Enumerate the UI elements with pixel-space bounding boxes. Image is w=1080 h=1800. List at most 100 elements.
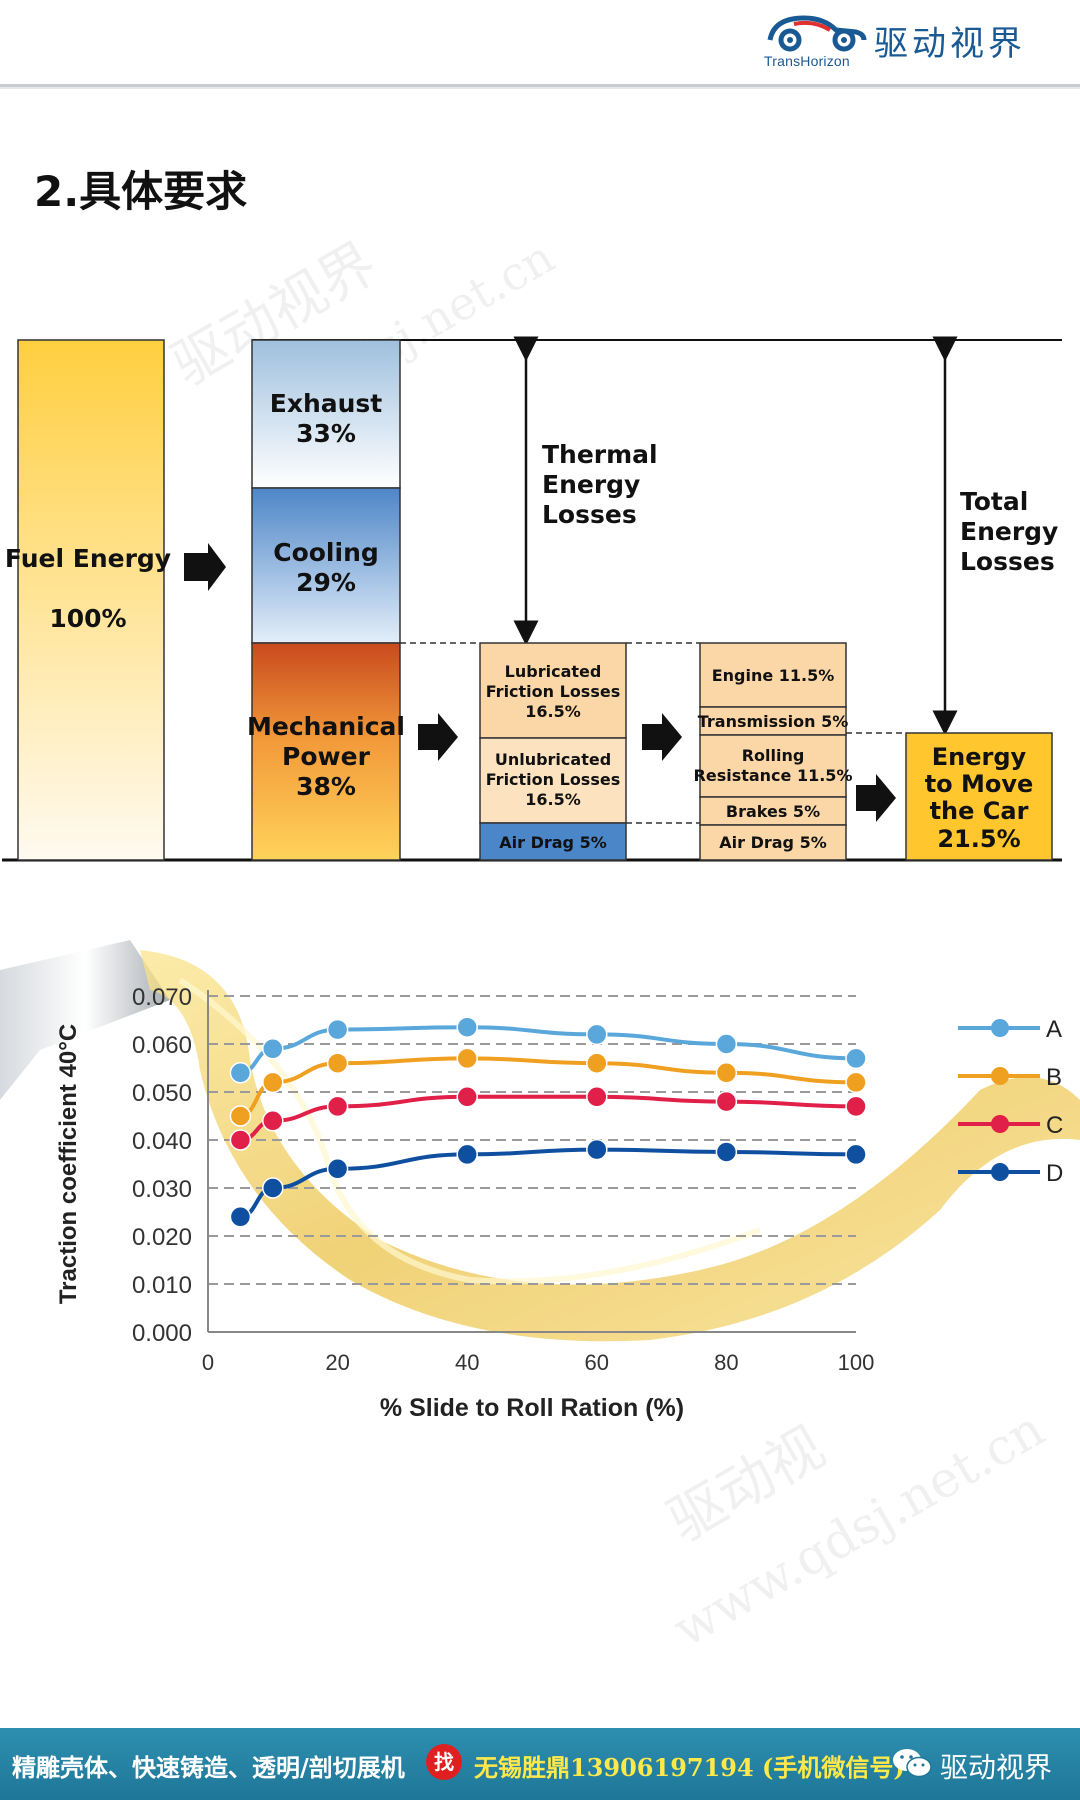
y-tick-label: 0.030 [132, 1176, 192, 1203]
footer-bar: 精雕壳体、快速铸造、透明/剖切展机 找 无锡胜鼎13906197194 (手机微… [0, 1728, 1080, 1800]
car-logo-icon [767, 15, 867, 52]
data-point-D [715, 1141, 738, 1163]
svg-text:16.5%: 16.5% [525, 790, 581, 809]
svg-text:Friction Losses: Friction Losses [486, 770, 620, 789]
logo-text-en: TransHorizon [764, 53, 850, 69]
energy-to-move-box: Energy to Move the Car 21.5% [905, 732, 1053, 861]
y-tick-label: 0.010 [132, 1272, 192, 1299]
data-point-B [456, 1047, 478, 1070]
data-point-B [715, 1062, 738, 1084]
svg-text:Transmission 5%: Transmission 5% [698, 712, 849, 731]
data-point-B [326, 1052, 349, 1074]
x-tick-label: 80 [714, 1350, 738, 1375]
x-tick-label: 0 [202, 1350, 214, 1375]
y-tick-label: 0.000 [132, 1320, 192, 1347]
total-label-1: Total [960, 487, 1028, 516]
logo-text-cn: 驱动视界 [874, 24, 1026, 64]
y-tick-label: 0.020 [132, 1224, 192, 1251]
x-tick-label: 100 [838, 1350, 875, 1375]
footer-contact[interactable]: 无锡胜鼎13906197194 (手机微信号) [474, 1753, 905, 1782]
flow-arrow-icon-4 [856, 774, 896, 822]
fuel-label: Fuel Energy [5, 544, 171, 573]
svg-text:Brakes 5%: Brakes 5% [726, 802, 820, 821]
mechanical-label-1: Mechanical [247, 712, 405, 741]
svg-text:to Move: to Move [925, 770, 1034, 798]
svg-text:Energy: Energy [932, 743, 1027, 771]
data-point-A [456, 1016, 478, 1038]
data-point-D [262, 1177, 284, 1199]
legend-label-C: C [1046, 1112, 1063, 1139]
footer-service-text: 精雕壳体、快速铸造、透明/剖切展机 [12, 1753, 405, 1782]
legend-marker-A [991, 1019, 1009, 1037]
logo[interactable]: TransHorizon 驱动视界 [764, 10, 1054, 74]
page-title: 2.具体要求 [34, 167, 248, 216]
data-point-C [229, 1129, 252, 1151]
y-tick-label: 0.050 [132, 1080, 192, 1107]
data-point-A [845, 1047, 867, 1070]
fuel-energy-bar: Fuel Energy 100% [5, 339, 171, 861]
svg-text:21.5%: 21.5% [937, 825, 1020, 853]
find-badge: 找 [426, 1744, 462, 1780]
y-axis-label: Traction coefficient 40°C [55, 1024, 82, 1304]
svg-text:Friction Losses: Friction Losses [486, 682, 620, 701]
data-point-D [229, 1206, 252, 1228]
data-point-A [326, 1018, 349, 1041]
data-point-B [845, 1071, 867, 1094]
data-point-D [326, 1158, 349, 1180]
legend-label-A: A [1046, 1016, 1062, 1043]
svg-text:Air Drag 5%: Air Drag 5% [719, 833, 826, 852]
series-line-A [240, 1025, 857, 1075]
total-label-3: Losses [960, 547, 1055, 576]
footer-brand[interactable]: 驱动视界 [940, 1751, 1053, 1784]
exhaust-box: Exhaust 33% [251, 339, 401, 489]
data-point-C [456, 1086, 478, 1108]
friction-column: Lubricated Friction Losses 16.5% Unlubri… [479, 642, 627, 861]
header-bar: TransHorizon 驱动视界 [0, 0, 1080, 87]
legend-marker-C [991, 1115, 1009, 1133]
svg-text:Lubricated: Lubricated [505, 662, 602, 681]
data-point-A [229, 1062, 252, 1084]
data-point-D [586, 1138, 608, 1161]
svg-text:Rolling: Rolling [742, 746, 805, 765]
oil-pour-image [0, 940, 1080, 1342]
svg-text:Engine 11.5%: Engine 11.5% [712, 666, 835, 685]
data-point-B [229, 1105, 252, 1127]
y-tick-label: 0.040 [132, 1128, 192, 1155]
traction-chart: 0.000 0.010 0.020 0.030 0.040 0.050 0.060 0.070… [0, 940, 1080, 1440]
total-label-2: Energy [960, 517, 1058, 546]
data-point-A [715, 1033, 738, 1055]
breakdown-column: Engine 11.5% Transmission 5% Rolling Res… [694, 642, 852, 861]
data-point-C [586, 1086, 608, 1108]
data-point-B [262, 1071, 284, 1094]
flow-arrow-icon [184, 543, 226, 591]
x-tick-label: 20 [325, 1350, 349, 1375]
data-point-B [586, 1052, 608, 1074]
legend-label-D: D [1046, 1160, 1063, 1187]
air-drag-label: Air Drag 5% [499, 833, 606, 852]
data-point-C [845, 1095, 867, 1118]
data-point-C [715, 1090, 738, 1113]
data-point-C [262, 1110, 284, 1132]
data-point-A [586, 1023, 608, 1046]
legend-marker-D [991, 1163, 1009, 1181]
svg-text:Unlubricated: Unlubricated [495, 750, 611, 769]
flow-arrow-icon-2 [418, 713, 458, 761]
mechanical-label-2: Power [282, 742, 371, 771]
wechat-icon [893, 1749, 932, 1778]
energy-flow-diagram: Fuel Energy 100% Exhaust 33% Cooling 29%… [0, 335, 1080, 865]
y-tick-label: 0.060 [132, 1032, 192, 1059]
x-axis-label: % Slide to Roll Ration (%) [380, 1394, 684, 1422]
data-point-D [456, 1143, 478, 1166]
flow-arrow-icon-3 [642, 713, 682, 761]
thermal-label-1: Thermal [542, 440, 658, 469]
thermal-label-3: Losses [542, 500, 637, 529]
cooling-label: Cooling [273, 538, 379, 567]
svg-text:16.5%: 16.5% [525, 702, 581, 721]
legend-label-B: B [1046, 1064, 1062, 1091]
data-point-D [845, 1143, 867, 1166]
cooling-value: 29% [296, 568, 356, 597]
mechanical-power-box: Mechanical Power 38% [247, 642, 405, 861]
x-tick-label: 60 [585, 1350, 609, 1375]
data-point-C [326, 1095, 349, 1118]
legend-marker-B [991, 1067, 1009, 1085]
